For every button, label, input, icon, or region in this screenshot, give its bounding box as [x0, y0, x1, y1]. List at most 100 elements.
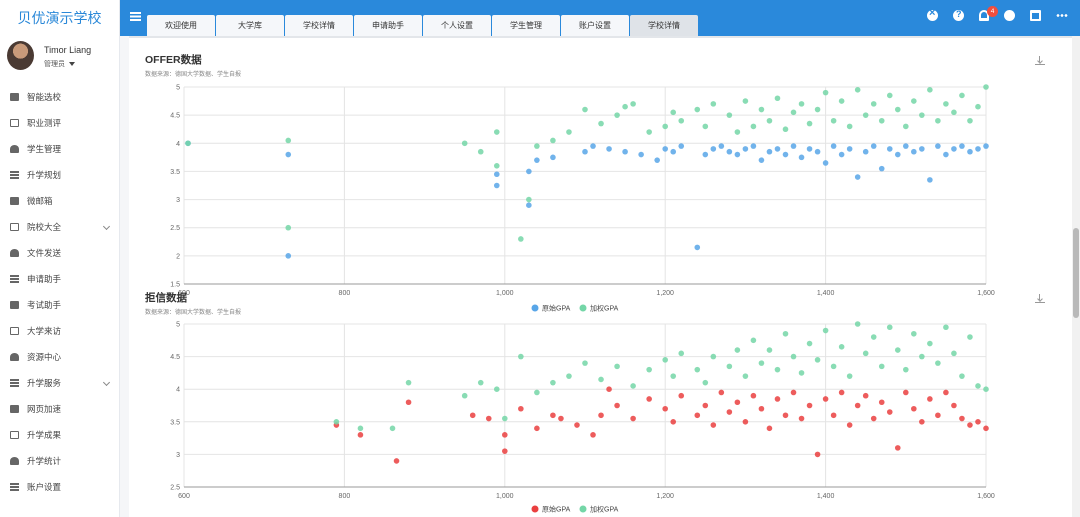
data-point: [854, 174, 861, 180]
brand-title[interactable]: 贝优演示学校: [17, 10, 102, 26]
sidebar-item[interactable]: 大学来访: [0, 318, 119, 344]
sidebar-item[interactable]: 考试助手: [0, 292, 119, 318]
tab[interactable]: 申请助手: [354, 15, 422, 36]
sidebar-item[interactable]: 升学规划: [0, 162, 119, 188]
tab[interactable]: 个人设置: [423, 15, 491, 36]
data-point: [959, 415, 965, 422]
sidebar-item[interactable]: 学生管理: [0, 136, 119, 162]
sidebar-item[interactable]: 资源中心: [0, 344, 119, 370]
help-icon[interactable]: [953, 9, 964, 21]
tab[interactable]: 大学库: [216, 15, 284, 36]
chevron-down-icon[interactable]: [102, 222, 111, 231]
data-point: [790, 109, 797, 116]
data-point: [493, 182, 500, 189]
data-point: [814, 357, 821, 363]
data-point: [862, 148, 869, 155]
data-point: [854, 321, 861, 327]
avatar[interactable]: [7, 41, 34, 70]
sidebar-item[interactable]: 升学成果: [0, 422, 119, 448]
sidebar-item[interactable]: 升学统计: [0, 448, 119, 474]
data-point: [534, 389, 540, 396]
data-point: [558, 415, 564, 422]
data-point: [389, 425, 396, 432]
tab[interactable]: 账户设置: [561, 15, 629, 36]
sidebar-item[interactable]: 智能选校: [0, 84, 119, 110]
download-icon[interactable]: [1035, 56, 1045, 65]
close-icon[interactable]: [927, 7, 938, 21]
data-point: [975, 146, 981, 152]
data-point: [927, 396, 933, 402]
data-point: [758, 106, 765, 113]
tab[interactable]: 学校详情: [285, 15, 353, 36]
sidebar-item[interactable]: 升学服务: [0, 370, 119, 396]
data-point: [870, 143, 877, 149]
data-point: [846, 123, 853, 130]
gear-icon[interactable]: [1004, 10, 1015, 21]
sidebar-item[interactable]: 账户设置: [0, 474, 119, 500]
data-point: [943, 389, 949, 396]
sidebar-item[interactable]: 网页加速: [0, 396, 119, 422]
x-tick-label: 1,000: [496, 493, 514, 500]
sidebar-item[interactable]: 申请助手: [0, 266, 119, 292]
sidebar-item[interactable]: 文件发送: [0, 240, 119, 266]
data-point: [598, 412, 604, 419]
data-point: [878, 117, 885, 124]
data-point: [718, 389, 725, 396]
data-point: [582, 148, 588, 155]
data-point: [983, 425, 989, 432]
data-point: [894, 106, 901, 113]
data-point: [702, 123, 709, 130]
tab[interactable]: 学校详情: [630, 15, 698, 36]
data-point: [830, 117, 837, 124]
more-icon[interactable]: [1056, 14, 1068, 17]
data-point: [461, 392, 468, 399]
data-point: [798, 415, 805, 422]
tab[interactable]: 欢迎使用: [147, 15, 215, 36]
data-point: [518, 405, 524, 412]
data-point: [854, 87, 861, 93]
data-point: [782, 330, 789, 337]
data-point: [967, 422, 973, 428]
tab[interactable]: 学生管理: [492, 15, 560, 36]
scrollbar-thumb[interactable]: [1073, 228, 1079, 318]
data-point: [975, 103, 981, 110]
data-point: [886, 146, 893, 152]
data-point: [782, 412, 789, 419]
download-icon[interactable]: [1035, 294, 1045, 303]
data-point: [646, 129, 652, 135]
data-point: [670, 419, 677, 425]
scrollbar[interactable]: [1072, 36, 1080, 517]
data-point: [758, 360, 765, 366]
y-tick-label: 5: [176, 85, 180, 92]
data-point: [935, 360, 941, 366]
data-point: [702, 402, 709, 409]
data-point: [830, 363, 837, 370]
data-point: [678, 392, 685, 399]
calendar-icon[interactable]: [1030, 10, 1041, 21]
data-point: [830, 412, 837, 419]
data-point: [718, 143, 725, 149]
data-point: [878, 363, 885, 370]
data-point: [734, 151, 741, 158]
data-point: [886, 324, 893, 331]
user-role-dropdown[interactable]: 管理员: [44, 59, 75, 69]
x-tick-label: 800: [339, 493, 351, 500]
bell-icon[interactable]: 4: [979, 6, 998, 21]
data-point: [285, 253, 292, 259]
data-point: [493, 171, 500, 178]
data-point: [975, 419, 981, 425]
chevron-down-icon[interactable]: [102, 378, 111, 387]
user-profile[interactable]: Timor Liang 管理员: [7, 41, 117, 75]
data-point: [357, 425, 364, 432]
menu-toggle-icon[interactable]: [130, 12, 141, 21]
sidebar-item[interactable]: 微邮箱: [0, 188, 119, 214]
sidebar-item[interactable]: 院校大全: [0, 214, 119, 240]
x-tick-label: 1,600: [977, 493, 995, 500]
data-point: [710, 422, 717, 428]
data-point: [469, 412, 476, 419]
x-tick-label: 1,400: [817, 290, 835, 297]
data-point: [766, 148, 773, 155]
data-point: [630, 383, 636, 389]
sidebar-item[interactable]: 职业测评: [0, 110, 119, 136]
data-point: [862, 350, 869, 357]
